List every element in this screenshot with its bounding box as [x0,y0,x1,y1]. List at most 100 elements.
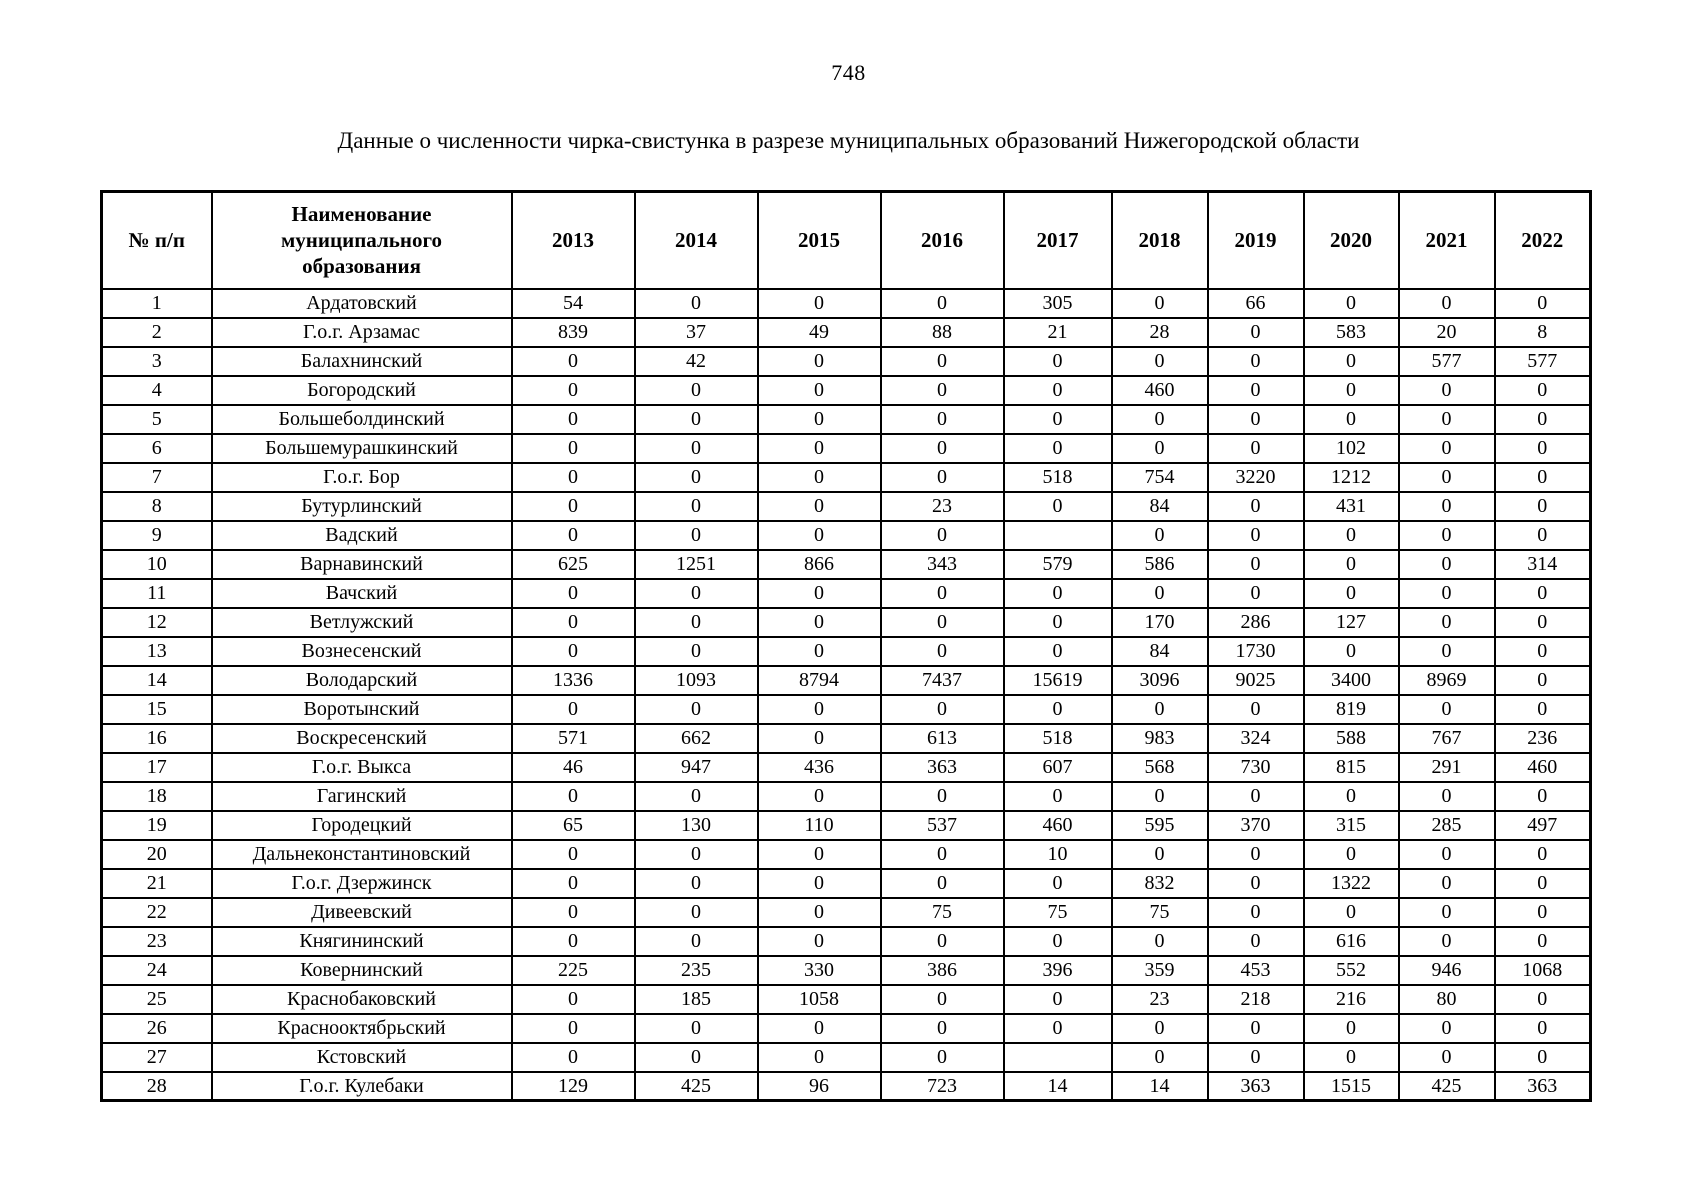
count-value: 0 [1110,345,1209,377]
count-value: 754 [1110,461,1209,493]
count-value: 815 [1302,751,1400,783]
count-value: 0 [1493,490,1592,522]
count-value: 20 [1397,316,1496,348]
count-value: 0 [1493,519,1592,551]
count-value: 0 [1493,577,1592,609]
count-value: 0 [633,577,759,609]
count-value: 0 [633,287,759,319]
count-value: 730 [1206,751,1305,783]
count-value: 0 [1493,780,1592,812]
count-value: 330 [756,954,882,986]
count-value: 0 [1302,896,1400,928]
count-value: 1068 [1493,954,1592,986]
count-value: 54 [510,287,636,319]
count-value: 130 [633,809,759,841]
header-year-2021: 2021 [1397,190,1496,290]
row-index-number: 8 [100,490,213,522]
count-value: 568 [1110,751,1209,783]
count-value: 0 [510,867,636,899]
count-value: 0 [756,432,882,464]
count-value: 616 [1302,925,1400,957]
count-value: 0 [1397,548,1496,580]
count-value: 946 [1397,954,1496,986]
count-value: 0 [756,606,882,638]
count-value: 129 [510,1070,636,1102]
count-value: 0 [1302,519,1400,551]
count-value: 0 [1397,287,1496,319]
count-value: 0 [633,461,759,493]
count-value: 0 [879,693,1005,725]
count-value: 0 [1493,1041,1592,1073]
table-row: 4 Богородский 0 0 0 0 0 460 0 0 0 0 [100,374,1592,406]
count-value: 0 [510,635,636,667]
count-value: 571 [510,722,636,754]
count-value: 1251 [633,548,759,580]
table-row: 7 Г.о.г. Бор 0 0 0 0 518 754 3220 1212 0 0 [100,461,1592,493]
municipality-name: Г.о.г. Бор [210,461,513,493]
document-title: Данные о численности чирка-свистунка в р… [337,128,1360,153]
header-row: № п/п Наименование муниципального образо… [100,190,1592,290]
count-value: 3096 [1110,664,1209,696]
count-value: 0 [1110,1041,1209,1073]
header-year-2018: 2018 [1110,190,1209,290]
count-value: 0 [879,461,1005,493]
count-value: 396 [1002,954,1113,986]
count-value: 0 [1110,287,1209,319]
municipality-name: Гагинский [210,780,513,812]
count-value: 314 [1493,548,1592,580]
count-value: 0 [1206,345,1305,377]
count-value: 8 [1493,316,1592,348]
count-value: 0 [1002,345,1113,377]
count-value: 0 [756,345,882,377]
count-value: 586 [1110,548,1209,580]
count-value: 0 [1493,287,1592,319]
count-value: 236 [1493,722,1592,754]
count-value: 80 [1397,983,1496,1015]
header-year-2013: 2013 [510,190,636,290]
count-value: 0 [1302,635,1400,667]
count-value: 0 [633,403,759,435]
municipality-name: Вачский [210,577,513,609]
row-index-number: 13 [100,635,213,667]
table-row: 10 Варнавинский 625 1251 866 343 579 586 0 0 0 314 [100,548,1592,580]
count-value: 315 [1302,809,1400,841]
count-value: 0 [633,838,759,870]
municipality-name: Богородский [210,374,513,406]
count-value: 0 [633,867,759,899]
table-row: 18 Гагинский 0 0 0 0 0 0 0 0 0 0 [100,780,1592,812]
count-value: 0 [633,1012,759,1044]
count-value: 0 [756,519,882,551]
table-row: 21 Г.о.г. Дзержинск 0 0 0 0 0 832 0 1322 0 0 [100,867,1592,899]
count-value: 0 [1397,635,1496,667]
count-value: 0 [879,983,1005,1015]
count-value: 577 [1397,345,1496,377]
header-year-2014: 2014 [633,190,759,290]
table-row: 25 Краснобаковский 0 185 1058 0 0 23 218 216 80 0 [100,983,1592,1015]
count-value: 75 [879,896,1005,928]
count-value: 0 [633,896,759,928]
header-year-2017: 2017 [1002,190,1113,290]
row-index-number: 18 [100,780,213,812]
count-value: 0 [510,490,636,522]
count-value: 216 [1302,983,1400,1015]
row-index-number: 20 [100,838,213,870]
count-value: 1730 [1206,635,1305,667]
count-value: 588 [1302,722,1400,754]
count-value: 1093 [633,664,759,696]
municipality-name: Ветлужский [210,606,513,638]
count-value: 0 [1397,519,1496,551]
table-row: 28 Г.о.г. Кулебаки 129 425 96 723 14 14 363 1515 4… [100,1070,1592,1102]
count-value: 23 [1110,983,1209,1015]
count-value: 0 [1493,693,1592,725]
count-value: 1212 [1302,461,1400,493]
municipality-name: Дивеевский [210,896,513,928]
table-row: 6 Большемурашкинский 0 0 0 0 0 0 0 102 0 0 [100,432,1592,464]
row-index-number: 22 [100,896,213,928]
count-value: 662 [633,722,759,754]
count-value: 0 [633,490,759,522]
count-value: 625 [510,548,636,580]
count-value: 0 [1002,780,1113,812]
count-value: 0 [879,606,1005,638]
count-value: 84 [1110,490,1209,522]
count-value: 0 [510,838,636,870]
